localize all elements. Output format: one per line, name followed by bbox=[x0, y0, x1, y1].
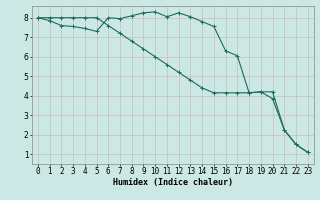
X-axis label: Humidex (Indice chaleur): Humidex (Indice chaleur) bbox=[113, 178, 233, 187]
